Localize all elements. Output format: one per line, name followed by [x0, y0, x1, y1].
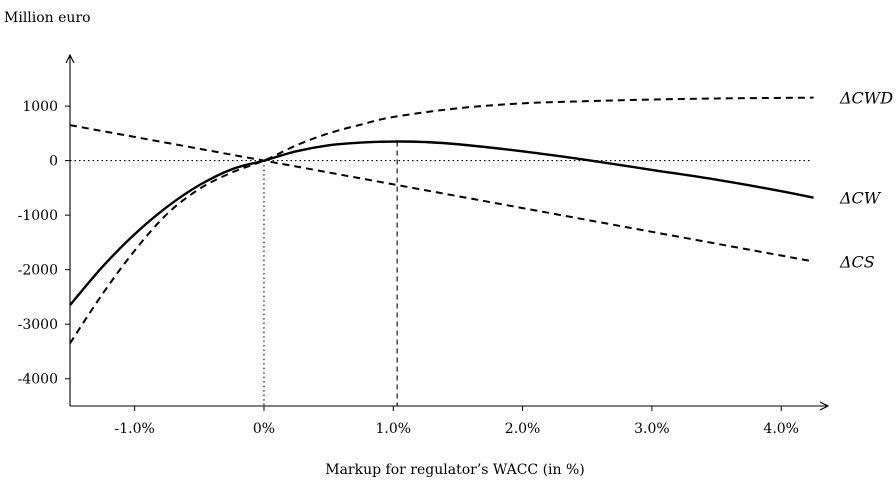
axes: -1.0% 0% 1.0% 2.0% 3.0% 4.0% 1000 0 -1000 -2000 -3… — [18, 55, 828, 437]
series-labels: ΔCWD ΔCW ΔCS — [839, 89, 893, 272]
y-tick-label: -4000 — [18, 372, 58, 388]
y-axis-title: Million euro — [4, 10, 91, 26]
x-tick-label: 0% — [253, 421, 275, 437]
y-tick-label: 0 — [49, 154, 58, 170]
series-label-delta-cwd: ΔCWD — [839, 89, 893, 108]
x-tick-label: 3.0% — [634, 421, 670, 437]
y-tick-label: -2000 — [18, 263, 58, 279]
x-tick-label: -1.0% — [114, 421, 154, 437]
series-line-delta-cwd — [69, 96, 814, 344]
series-line-delta-cw — [69, 140, 814, 306]
y-tick-label: 1000 — [22, 99, 58, 115]
x-tick-label: 1.0% — [375, 421, 411, 437]
series-label-delta-cw: ΔCW — [839, 189, 882, 208]
x-tick-label: 2.0% — [505, 421, 541, 437]
series-line-delta-cs — [69, 124, 814, 263]
series-lines — [69, 96, 814, 344]
x-axis-title: Markup for regulator’s WACC (in %) — [325, 462, 585, 478]
series-label-delta-cs: ΔCS — [839, 252, 875, 271]
x-tick-label: 4.0% — [763, 421, 799, 437]
y-tick-label: -1000 — [18, 208, 58, 224]
reference-lines — [70, 141, 810, 406]
y-tick-label: -3000 — [18, 317, 58, 333]
